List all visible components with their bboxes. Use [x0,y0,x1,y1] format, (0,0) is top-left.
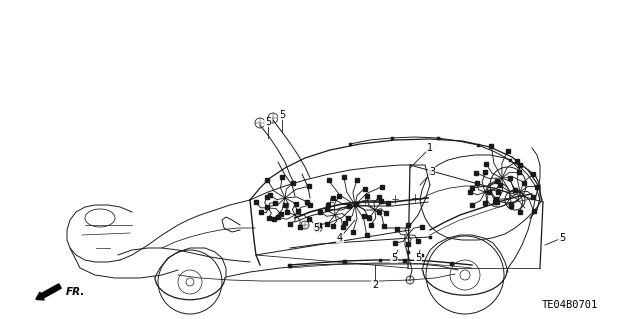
Bar [394,256,397,259]
Text: 5: 5 [559,233,565,243]
Bar [343,260,347,264]
Bar [429,235,431,239]
Bar [406,250,410,254]
Bar [509,159,511,161]
Text: 5: 5 [279,110,285,120]
Text: 1: 1 [427,143,433,153]
Text: 3: 3 [429,167,435,177]
Bar [420,254,424,256]
Text: 5: 5 [313,223,319,233]
Bar [477,144,479,146]
Text: 5: 5 [265,117,271,127]
Bar [390,137,394,139]
Text: TE04B0701: TE04B0701 [542,300,598,310]
Text: 4: 4 [337,233,343,243]
Text: 2: 2 [372,280,378,290]
Text: FR.: FR. [66,287,85,297]
Bar [450,262,454,266]
Bar [436,137,440,139]
Text: 5: 5 [391,253,397,263]
FancyArrow shape [36,284,61,300]
Bar [349,143,351,145]
Bar [403,259,407,263]
Text: 5: 5 [415,253,421,263]
Bar [288,264,292,268]
Bar [378,258,381,262]
